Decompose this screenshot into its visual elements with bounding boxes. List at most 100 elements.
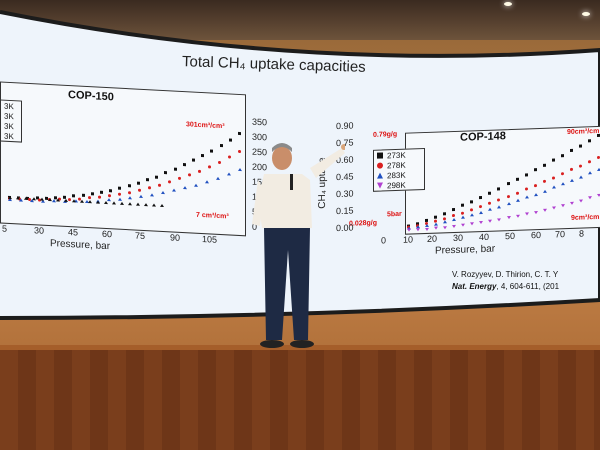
y-tick: 350 xyxy=(252,116,268,128)
right-annotation-bottom-right: 9cm³/cm xyxy=(571,213,600,222)
data-point xyxy=(216,176,221,180)
x-tick: 60 xyxy=(531,229,542,241)
data-point xyxy=(144,202,148,207)
x-tick: 0 xyxy=(381,235,387,246)
x-tick: 5 xyxy=(2,223,8,234)
data-point xyxy=(470,222,475,226)
right-annotation-top-left: 0.79g/g xyxy=(373,130,398,139)
data-point xyxy=(416,228,421,232)
legend-item: 3K xyxy=(4,101,14,111)
data-point xyxy=(533,210,538,214)
data-point xyxy=(488,207,493,211)
data-point xyxy=(542,189,547,193)
data-point xyxy=(488,191,492,195)
data-point xyxy=(183,186,188,190)
ceiling-light xyxy=(582,12,590,16)
data-point xyxy=(515,214,520,218)
left-plot-panel: COP-150 3K 3K 3K 3K 301cm³/cm³ 7 cm³/cm³… xyxy=(0,71,267,259)
data-point xyxy=(139,194,144,199)
data-point xyxy=(155,175,159,179)
legend-item-298k: 298K xyxy=(374,179,424,191)
data-point xyxy=(227,172,232,176)
data-point xyxy=(560,172,564,176)
data-point xyxy=(56,198,60,202)
data-point xyxy=(578,175,583,179)
data-point xyxy=(443,225,448,229)
data-point xyxy=(208,165,211,169)
data-point xyxy=(533,183,537,188)
data-point xyxy=(533,192,538,196)
data-point xyxy=(551,185,556,190)
data-point xyxy=(104,200,108,205)
data-point xyxy=(88,200,92,204)
data-point xyxy=(569,149,573,153)
data-point xyxy=(228,137,232,142)
data-point xyxy=(205,180,210,184)
data-point xyxy=(560,182,565,186)
data-point xyxy=(238,149,241,154)
data-point xyxy=(118,192,121,196)
data-point xyxy=(506,216,511,220)
circle-marker-icon xyxy=(377,162,383,169)
ceiling-light xyxy=(504,2,512,6)
x-tick: 105 xyxy=(202,234,218,245)
data-point xyxy=(146,178,149,182)
right-plot-panel: COP-148 0.79g/g 90cm³/cm 0.028g/g 5bar 9… xyxy=(317,116,600,257)
right-plot-title: COP-148 xyxy=(460,130,506,144)
data-point xyxy=(138,188,141,192)
data-point xyxy=(72,199,76,203)
data-point xyxy=(127,184,131,188)
data-point xyxy=(194,183,199,187)
data-point xyxy=(551,176,555,180)
data-point xyxy=(497,204,502,209)
right-x-axis-label: Pressure, bar xyxy=(435,243,496,257)
data-point xyxy=(16,196,20,200)
data-point xyxy=(569,201,574,205)
data-point xyxy=(164,171,168,175)
data-point xyxy=(515,177,519,181)
data-point xyxy=(128,196,133,200)
data-point xyxy=(98,195,101,199)
right-annotation-5bar: 5bar xyxy=(387,210,402,219)
data-point xyxy=(407,228,411,232)
data-point xyxy=(560,203,565,208)
data-point xyxy=(551,206,556,210)
data-point xyxy=(100,190,103,194)
data-point xyxy=(238,167,242,172)
data-point xyxy=(160,203,164,208)
speaker-figure xyxy=(252,143,345,348)
data-point xyxy=(461,223,466,227)
data-point xyxy=(452,217,457,222)
x-tick: 20 xyxy=(427,233,438,244)
x-tick: 50 xyxy=(505,230,516,242)
inverted-triangle-marker-icon xyxy=(377,182,383,189)
left-plot-legend: 3K 3K 3K 3K xyxy=(0,99,22,143)
data-point xyxy=(461,215,466,219)
right-annotation-top-right: 90cm³/cm xyxy=(567,127,600,137)
data-point xyxy=(434,222,439,226)
data-point xyxy=(8,195,12,200)
data-point xyxy=(443,211,447,215)
data-point xyxy=(443,220,448,224)
data-point xyxy=(24,196,28,200)
data-point xyxy=(161,191,166,195)
x-tick: 30 xyxy=(453,232,464,244)
x-tick: 30 xyxy=(34,225,45,236)
x-tick: 10 xyxy=(403,234,414,245)
data-point xyxy=(578,164,582,168)
data-point xyxy=(109,188,113,192)
data-point xyxy=(152,203,156,207)
data-point xyxy=(148,186,151,190)
data-point xyxy=(488,219,493,223)
data-point xyxy=(128,202,132,206)
data-point xyxy=(40,197,44,201)
x-tick: 75 xyxy=(135,230,146,242)
data-point xyxy=(192,158,195,163)
legend-item: 3K xyxy=(4,121,14,131)
data-point xyxy=(524,195,529,199)
legend-item: 3K xyxy=(4,131,14,141)
data-point xyxy=(542,208,547,212)
data-point xyxy=(238,131,241,136)
data-point xyxy=(452,207,456,212)
